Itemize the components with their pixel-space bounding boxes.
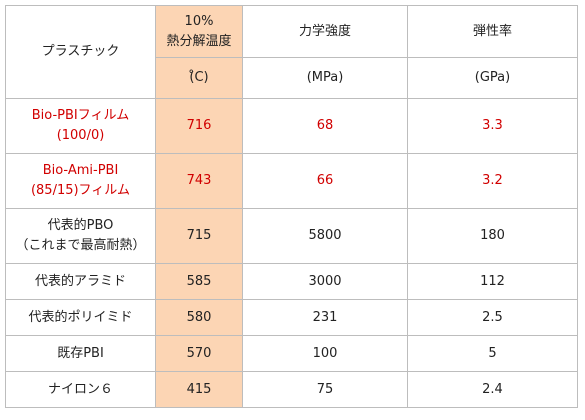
- row-name: 代表的ポリイミド: [5, 299, 156, 336]
- table-row: ナイロン６ 415 75 2.4: [5, 371, 578, 408]
- row-name: 代表的アラミド: [5, 263, 156, 300]
- table-row: 代表的アラミド 585 3000 112: [5, 263, 578, 300]
- row-strength: 66: [242, 153, 408, 209]
- row-temp: 716: [155, 98, 243, 154]
- row-temp: 715: [155, 208, 243, 264]
- header-row: プラスチック 10% 熱分解温度 力学強度 弾性率: [5, 5, 578, 99]
- header-decomposition-temp: 10% 熱分解温度: [155, 5, 243, 58]
- row-name: ナイロン６: [5, 371, 156, 408]
- unit-temp: (̊C): [155, 57, 243, 99]
- header-temp-line2: 熱分解温度: [166, 33, 232, 49]
- row-strength: 75: [242, 371, 408, 408]
- row-temp: 743: [155, 153, 243, 209]
- row-modulus: 180: [407, 208, 578, 264]
- header-plastic: プラスチック: [5, 5, 156, 99]
- row-modulus: 3.2: [407, 153, 578, 209]
- row-strength: 68: [242, 98, 408, 154]
- row-strength: 5800: [242, 208, 408, 264]
- row-temp: 570: [155, 335, 243, 372]
- table-row: 既存PBI 570 100 5: [5, 335, 578, 372]
- header-modulus: 弾性率: [407, 5, 578, 58]
- unit-strength: (MPa): [242, 57, 408, 99]
- unit-row: (̊C) (MPa) (GPa): [6, 57, 578, 99]
- table-container: プラスチック 10% 熱分解温度 力学強度 弾性率 (̊C) (MPa) (GP…: [5, 5, 578, 408]
- table-row: 代表的ポリイミド 580 231 2.5: [5, 299, 578, 336]
- row-strength: 100: [242, 335, 408, 372]
- row-temp: 585: [155, 263, 243, 300]
- row-strength: 231: [242, 299, 408, 336]
- row-temp: 580: [155, 299, 243, 336]
- row-modulus: 3.3: [407, 98, 578, 154]
- row-name: Bio-Ami-PBI (85/15)フィルム: [5, 153, 156, 209]
- header-strength: 力学強度: [242, 5, 408, 58]
- properties-table: プラスチック 10% 熱分解温度 力学強度 弾性率 (̊C) (MPa) (GP…: [5, 5, 578, 408]
- table-row: 代表的PBO （これまで最高耐熱） 715 5800 180: [5, 208, 578, 264]
- row-modulus: 2.5: [407, 299, 578, 336]
- header-temp-line1: 10%: [184, 13, 214, 29]
- row-temp: 415: [155, 371, 243, 408]
- row-modulus: 5: [407, 335, 578, 372]
- unit-modulus: (GPa): [407, 57, 578, 99]
- row-modulus: 2.4: [407, 371, 578, 408]
- row-name: 代表的PBO （これまで最高耐熱）: [5, 208, 156, 264]
- row-modulus: 112: [407, 263, 578, 300]
- table-row: Bio-PBIフィルム (100/0) 716 68 3.3: [5, 98, 578, 154]
- row-strength: 3000: [242, 263, 408, 300]
- table-row: Bio-Ami-PBI (85/15)フィルム 743 66 3.2: [5, 153, 578, 209]
- row-name: Bio-PBIフィルム (100/0): [5, 98, 156, 154]
- row-name: 既存PBI: [5, 335, 156, 372]
